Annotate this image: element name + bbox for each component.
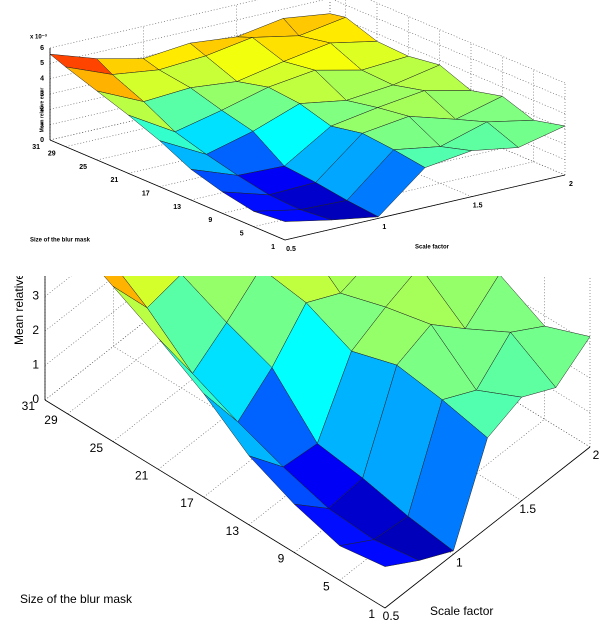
y-tick-label: 29	[48, 151, 56, 158]
surface-patch	[136, 202, 216, 274]
z-tick-label: 2	[32, 323, 39, 337]
z-tick-label: 1	[32, 358, 39, 372]
y-tick-label: 21	[135, 469, 149, 483]
z-axis-label: Mean relative error	[39, 88, 45, 133]
y-tick-label: 29	[44, 413, 58, 427]
grid-line	[329, 74, 566, 176]
y-tick-label: 21	[111, 177, 119, 184]
y-tick-label: 9	[208, 217, 212, 224]
x-tick-label: 1.5	[519, 502, 536, 516]
y-tick-label: 5	[323, 579, 330, 593]
y-tick-label: 1	[271, 244, 275, 251]
y-tick-label: 9	[278, 552, 285, 566]
y-axis	[49, 139, 286, 241]
y-tick-label: 31	[22, 399, 36, 413]
z-tick-label: 1	[40, 122, 44, 129]
y-tick-label: 25	[79, 164, 87, 171]
x-tick-label: 0.5	[383, 609, 400, 623]
z-scale-label: x 10⁻³	[30, 34, 47, 41]
grid-line	[236, 96, 472, 197]
z-axis-label: Mean relative error	[12, 244, 26, 345]
surface-patch	[328, 276, 357, 294]
y-tick-label: 1	[368, 607, 375, 621]
x-axis-label: Scale factor	[430, 604, 493, 618]
y-axis-label: Size of the blur mask	[30, 238, 91, 244]
x-tick-label: 1	[382, 224, 386, 231]
z-tick-label: 2	[40, 106, 44, 113]
y-tick-label: 5	[240, 231, 244, 238]
x-tick-label: 2	[593, 448, 600, 462]
y-tick-label: 31	[32, 144, 40, 151]
x-tick-label: 2	[569, 181, 573, 188]
z-tick-label: 6	[40, 45, 44, 52]
x-axis-label: Scale factor	[415, 245, 450, 251]
surface-patch	[339, 539, 420, 567]
z-tick-label: 0	[32, 392, 39, 406]
y-tick-label: 13	[226, 524, 240, 538]
z-tick-label: 3	[40, 91, 44, 98]
y-tick-label: 13	[173, 204, 181, 211]
grid-line	[309, 276, 591, 448]
z-tick-label: 0	[40, 137, 44, 144]
x-tick-label: 0.5	[286, 246, 296, 253]
grid-line	[333, 0, 566, 99]
y-axis	[44, 399, 386, 609]
z-tick-label: 3	[32, 289, 39, 303]
z-tick-label: 4	[40, 76, 44, 83]
grid-line	[369, 0, 566, 84]
surface-patch	[113, 175, 170, 236]
x-tick-label: 1	[456, 556, 463, 570]
x-axis	[384, 446, 591, 609]
grid-line	[329, 13, 566, 114]
y-tick-label: 25	[90, 441, 104, 455]
x-axis	[284, 174, 566, 241]
y-tick-label: 17	[142, 191, 150, 198]
surface-patch	[103, 276, 148, 309]
z-tick-label: 5	[40, 60, 44, 67]
grid-line	[329, 28, 566, 130]
surface-patch	[253, 209, 332, 222]
y-tick-label: 17	[180, 496, 194, 510]
y-axis-label: Size of the blur mask	[20, 592, 133, 606]
surface-patch	[375, 208, 455, 266]
x-tick-label: 1.5	[473, 203, 483, 210]
grid-line	[479, 276, 591, 344]
